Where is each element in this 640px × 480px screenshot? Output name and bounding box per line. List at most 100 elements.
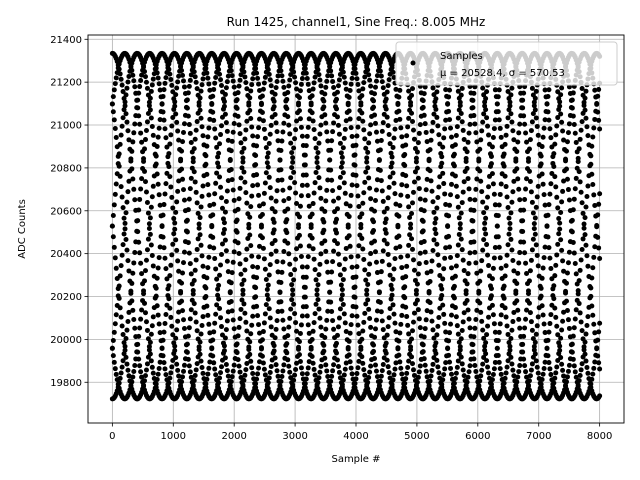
sample-point [521, 207, 527, 213]
sample-point [592, 244, 598, 250]
sample-point [424, 176, 430, 182]
sample-point [423, 187, 429, 193]
sample-point [477, 168, 483, 174]
sample-point [417, 363, 423, 369]
sample-point [487, 380, 493, 386]
sample-point [292, 136, 298, 142]
sample-point [390, 170, 396, 176]
sample-point [550, 293, 556, 299]
sample-point [193, 319, 199, 325]
sample-point [221, 103, 227, 109]
sample-point [321, 219, 327, 225]
sample-point [508, 236, 514, 242]
sample-point [299, 371, 305, 377]
sample-point [511, 137, 517, 143]
sample-point [198, 331, 204, 337]
sample-point [316, 140, 322, 146]
sample-point [335, 195, 341, 201]
sample-point [357, 351, 363, 357]
sample-point [565, 317, 571, 323]
sample-point [437, 174, 443, 180]
y-axis: 1980020000202002040020600208002100021200… [50, 35, 88, 389]
sample-point [154, 376, 160, 382]
sample-point [187, 261, 193, 267]
sample-point [116, 66, 122, 72]
sample-point [430, 248, 436, 254]
sample-point [406, 358, 412, 364]
sample-point [296, 100, 301, 106]
sample-point [497, 321, 503, 327]
sample-point [368, 363, 374, 369]
sample-point [256, 254, 262, 260]
sample-point [530, 210, 536, 216]
sample-point [571, 121, 577, 127]
sample-point [115, 384, 121, 390]
sample-point [222, 237, 228, 243]
sample-point [555, 205, 561, 211]
sample-point [455, 242, 461, 248]
sample-point [388, 164, 394, 170]
sample-point [431, 335, 437, 341]
sample-point [361, 190, 367, 196]
sample-point [317, 131, 323, 137]
sample-point [442, 126, 448, 132]
sample-point [399, 182, 405, 188]
sample-point [293, 256, 299, 262]
sample-point [419, 349, 425, 355]
sample-point [115, 62, 121, 68]
sample-point [388, 380, 394, 386]
sample-point [454, 124, 460, 130]
sample-point [540, 181, 546, 187]
sample-point [481, 111, 487, 117]
sample-point [581, 225, 587, 231]
sample-point [487, 283, 493, 289]
sample-point [579, 86, 585, 92]
sample-point [187, 130, 193, 136]
sample-point [212, 366, 218, 372]
sample-point [248, 204, 254, 210]
sample-point [168, 370, 174, 376]
sample-point [434, 332, 440, 338]
sample-point [561, 373, 567, 379]
sample-point [454, 194, 460, 200]
sample-point [448, 365, 454, 371]
sample-point [178, 288, 184, 294]
sample-point [578, 189, 584, 195]
sample-point [199, 82, 205, 88]
sample-point [149, 253, 155, 259]
sample-point [216, 164, 222, 170]
sample-point [435, 323, 441, 329]
sample-point [150, 76, 156, 82]
sample-point [422, 197, 428, 203]
sample-point [207, 359, 213, 365]
sample-point [355, 253, 361, 259]
sample-point [411, 257, 416, 263]
sample-point [161, 245, 167, 251]
sample-point [387, 141, 393, 147]
sample-point [212, 126, 218, 132]
sample-point [411, 319, 416, 325]
sample-point [245, 110, 251, 116]
sample-point [443, 87, 449, 93]
sample-point [156, 255, 162, 261]
sample-point [471, 334, 477, 340]
sample-point [253, 152, 259, 158]
sample-point [231, 362, 237, 368]
sample-point [279, 73, 285, 79]
sample-point [189, 149, 195, 155]
sample-point [144, 327, 150, 333]
sample-point [304, 182, 310, 188]
sample-point [441, 181, 447, 187]
sample-point [141, 156, 147, 162]
sample-point [136, 333, 142, 339]
sample-point [197, 232, 203, 238]
sample-point [372, 326, 378, 332]
sample-point [386, 370, 392, 376]
sample-point [213, 311, 219, 317]
sample-point [274, 78, 280, 84]
sample-point [144, 361, 150, 367]
sample-point [571, 250, 577, 256]
sample-point [239, 149, 245, 155]
sample-point [551, 151, 557, 157]
sample-point [457, 344, 463, 350]
